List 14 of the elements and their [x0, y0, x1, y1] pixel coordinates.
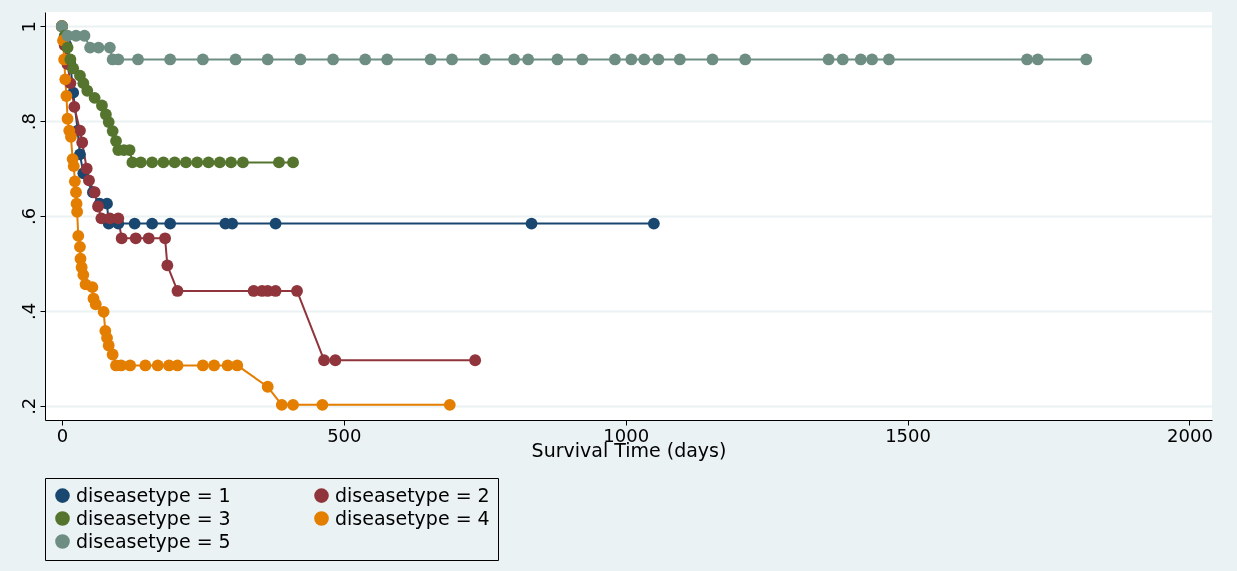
- x-tick-label: 2000: [1167, 424, 1213, 446]
- y-tick-label: .8: [17, 113, 39, 131]
- y-tick-label: 1: [17, 21, 39, 33]
- legend-label: diseasetype = 3: [76, 506, 231, 529]
- x-tick-label: 500: [327, 424, 362, 446]
- x-tick-label: 1500: [885, 424, 931, 446]
- y-tick-label: .2: [17, 397, 39, 415]
- legend-label: diseasetype = 5: [76, 529, 231, 552]
- y-tick-label: .6: [17, 207, 39, 226]
- x-tick-label: 0: [56, 424, 69, 446]
- legend-label: diseasetype = 1: [76, 483, 231, 506]
- y-tick-label: .4: [17, 302, 39, 320]
- legend-label: diseasetype = 4: [335, 506, 490, 529]
- legend-label: diseasetype = 2: [335, 483, 490, 506]
